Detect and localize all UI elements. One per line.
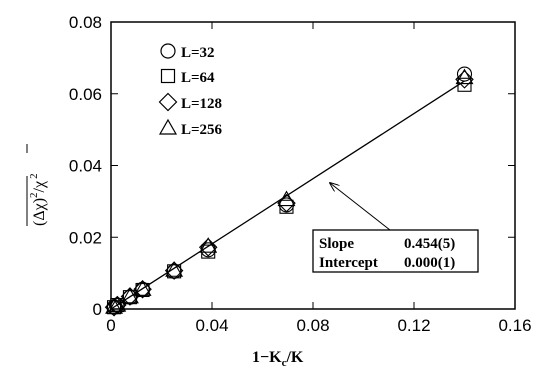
legend: L=32 L=64 L=128 L=256 (158, 43, 223, 138)
data-point-diamond (277, 193, 296, 213)
data-point-square (201, 244, 216, 259)
data-point-diamond (133, 279, 152, 299)
y-tick-label: 0.06 (69, 85, 102, 104)
data-point-square (122, 290, 137, 305)
data-point-square (135, 282, 150, 298)
data-point-triangle (133, 280, 152, 296)
tick-labels: 0 0.04 0.08 0.12 0.16 0 0.02 0.04 0.06 0.08 (69, 13, 532, 335)
fit-line (110, 80, 465, 310)
data-point-circle (456, 66, 473, 82)
legend-label-l128: L=128 (181, 96, 222, 112)
data-point-diamond (198, 238, 218, 257)
fit-annotation: Slope 0.454(5) Intercept 0.000(1) (312, 183, 479, 273)
data-point-diamond (104, 297, 124, 317)
slope-label: Slope (319, 236, 354, 252)
data-point-triangle (199, 237, 218, 253)
intercept-label: Intercept (319, 255, 378, 271)
legend-label-l256: L=256 (181, 122, 223, 138)
data-point-square (457, 77, 472, 92)
svg-text:(Δχ)2/χ2: (Δχ)2/χ2 (28, 173, 48, 226)
legend-label-l32: L=32 (181, 45, 215, 61)
legend-label-l64: L=64 (181, 70, 215, 86)
legend-marker-circle (160, 43, 176, 59)
y-axis-label: (Δχ)2/χ2 (26, 144, 48, 226)
legend-markers (158, 43, 178, 135)
data-point-triangle (165, 261, 184, 277)
data-point-triangle (105, 298, 123, 314)
annotation-box (312, 229, 479, 273)
x-tick-label: 0.12 (397, 316, 430, 335)
data-point-triangle (455, 68, 474, 85)
data-point-triangle (277, 190, 296, 207)
legend-marker-triangle (158, 118, 178, 135)
legend-marker-square (160, 68, 176, 84)
x-tick-label: 0.08 (296, 316, 329, 335)
slope-value: 0.454(5) (404, 236, 455, 252)
annotation-arrow (330, 183, 391, 231)
legend-marker-diamond (158, 92, 178, 112)
data-point-diamond (164, 261, 184, 280)
y-tick-label: 0.08 (69, 13, 102, 32)
data-point-diamond (455, 70, 474, 89)
y-tick-label: 0.04 (69, 157, 102, 176)
y-tick-label: 0 (93, 300, 102, 319)
x-tick-label: 0 (106, 316, 115, 335)
x-axis-label: 1−Kc/K (252, 349, 304, 368)
axis-ticks (110, 21, 516, 310)
intercept-value: 0.000(1) (404, 255, 455, 271)
data-point-square (279, 199, 294, 214)
data-points (104, 66, 474, 317)
y-tick-label: 0.02 (69, 228, 102, 247)
data-point-square (167, 264, 182, 279)
x-tick-label: 0.04 (195, 316, 228, 335)
x-tick-label: 0.16 (498, 316, 531, 335)
data-point-triangle (108, 295, 127, 312)
